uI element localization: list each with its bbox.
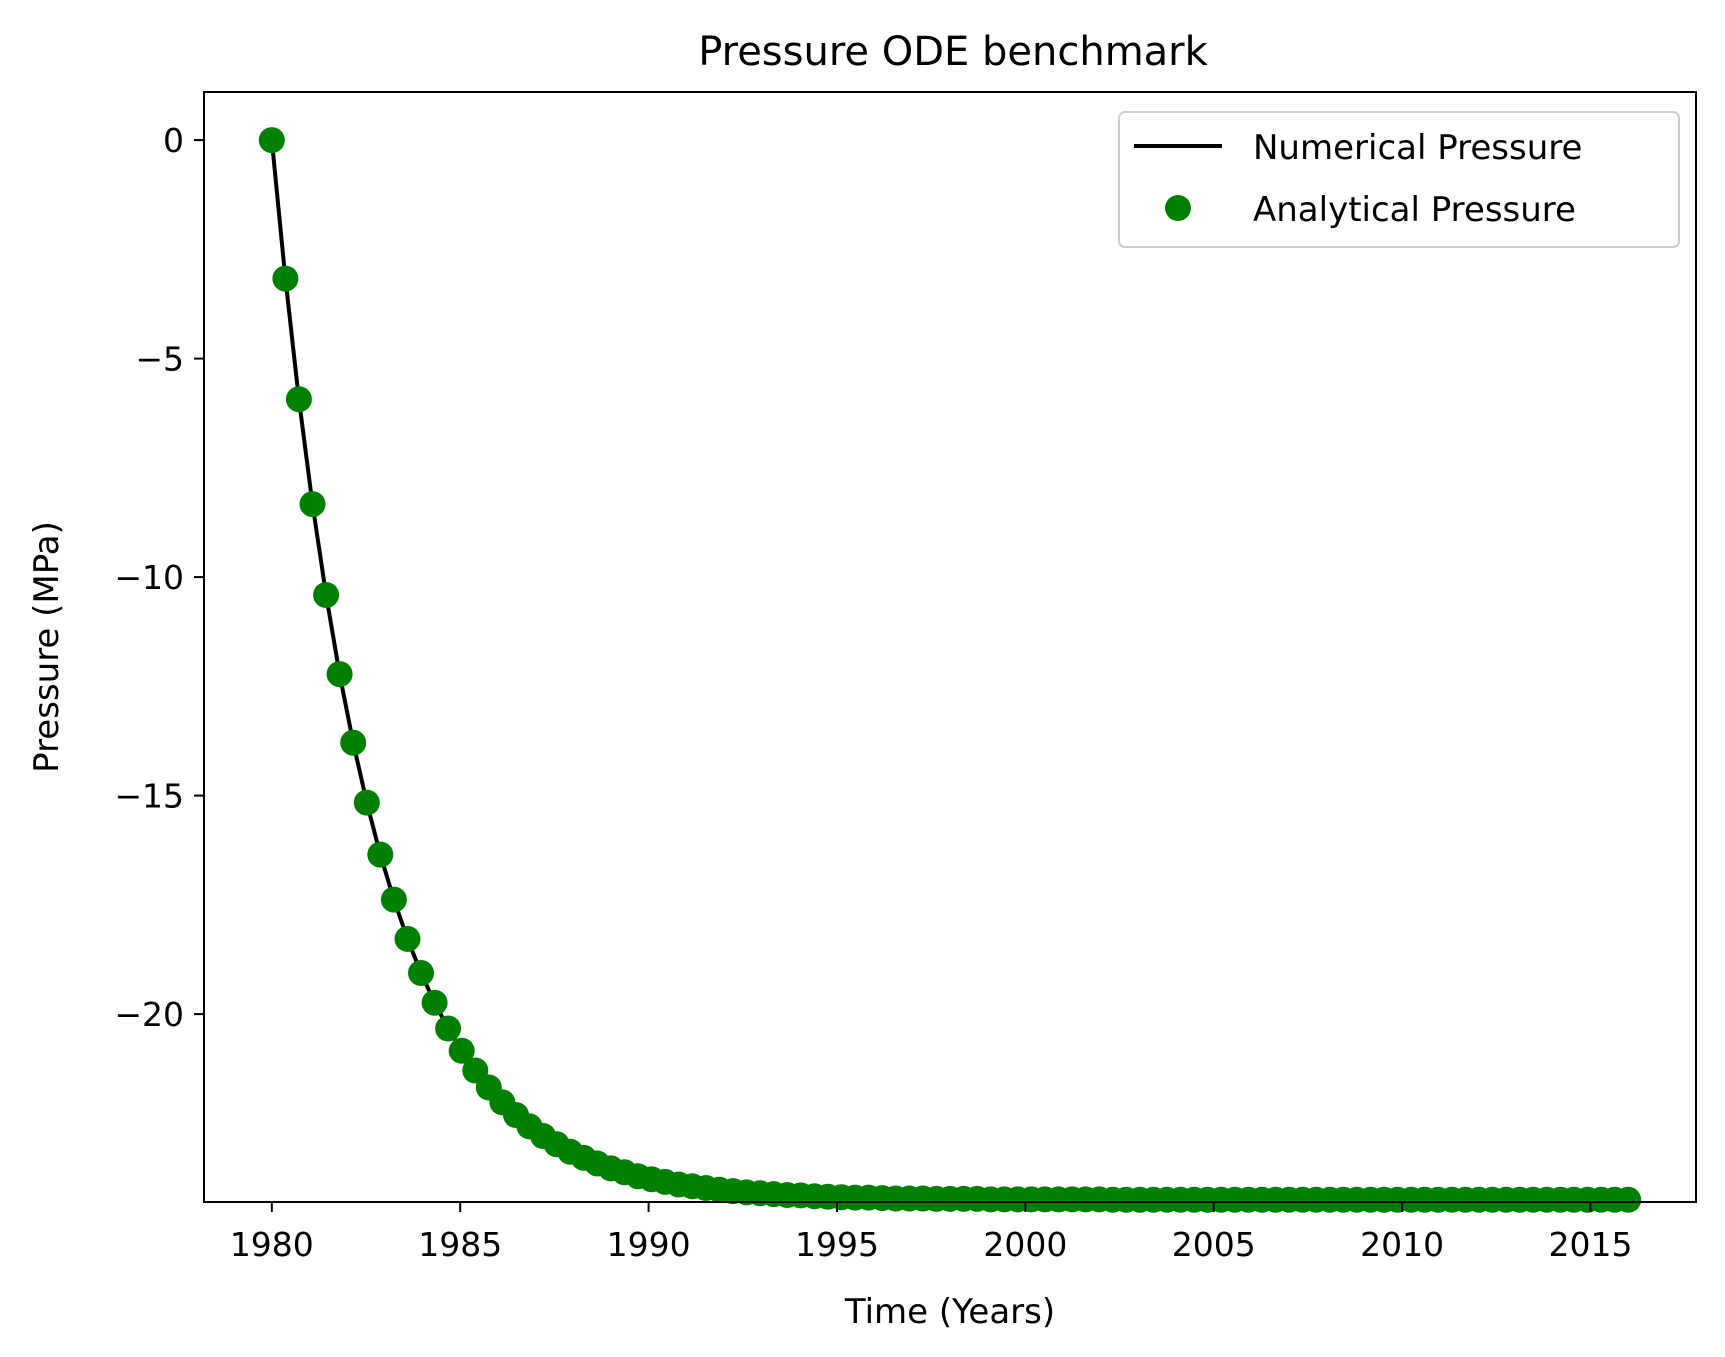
y-axis-ticks: 0 −5 −10 −15 −20 <box>114 121 204 1034</box>
plot-area <box>258 127 1642 1213</box>
x-tick-label: 2010 <box>1360 1225 1444 1264</box>
x-tick-label: 1980 <box>230 1225 314 1264</box>
analytical-pressure-point <box>408 960 434 986</box>
analytical-pressure-point <box>258 127 285 154</box>
chart-title: Pressure ODE benchmark <box>698 29 1208 75</box>
y-tick-label: −15 <box>114 777 184 816</box>
x-tick-label: 2000 <box>983 1225 1067 1264</box>
analytical-pressure-point <box>353 789 380 816</box>
analytical-pressure-point <box>448 1037 475 1064</box>
analytical-pressure-point <box>435 1015 462 1042</box>
analytical-pressure-point <box>299 491 326 518</box>
analytical-pressure-point <box>326 661 353 688</box>
legend-label-numerical: Numerical Pressure <box>1253 128 1582 168</box>
analytical-pressure-point <box>313 582 340 608</box>
legend-label-analytical: Analytical Pressure <box>1253 190 1576 230</box>
x-axis-ticks: 1980 1985 1990 1995 2000 2005 2010 2015 <box>230 1202 1633 1264</box>
y-axis-label: Pressure (MPa) <box>27 521 67 773</box>
x-tick-label: 1990 <box>607 1225 691 1264</box>
analytical-pressure-point <box>285 386 312 413</box>
x-axis-label: Time (Years) <box>844 1292 1055 1332</box>
analytical-pressure-point <box>340 729 367 756</box>
analytical-pressure-series <box>258 127 1642 1213</box>
analytical-pressure-point <box>380 886 407 913</box>
y-tick-label: −5 <box>135 340 184 379</box>
y-tick-label: 0 <box>163 121 184 160</box>
analytical-pressure-point <box>367 841 394 868</box>
y-tick-label: −10 <box>114 558 184 597</box>
x-tick-label: 2015 <box>1549 1225 1633 1264</box>
legend: Numerical Pressure Analytical Pressure <box>1118 111 1680 248</box>
analytical-pressure-point <box>272 265 299 292</box>
analytical-pressure-point <box>1615 1186 1642 1213</box>
x-tick-label: 2005 <box>1172 1225 1256 1264</box>
analytical-pressure-point <box>394 925 421 952</box>
legend-marker-swatch <box>1165 195 1191 221</box>
x-tick-label: 1995 <box>795 1225 879 1264</box>
analytical-pressure-point <box>421 989 448 1016</box>
legend-box <box>1118 111 1680 248</box>
y-tick-label: −20 <box>114 995 184 1034</box>
x-tick-label: 1985 <box>418 1225 502 1264</box>
axes-frame <box>203 91 1697 1203</box>
